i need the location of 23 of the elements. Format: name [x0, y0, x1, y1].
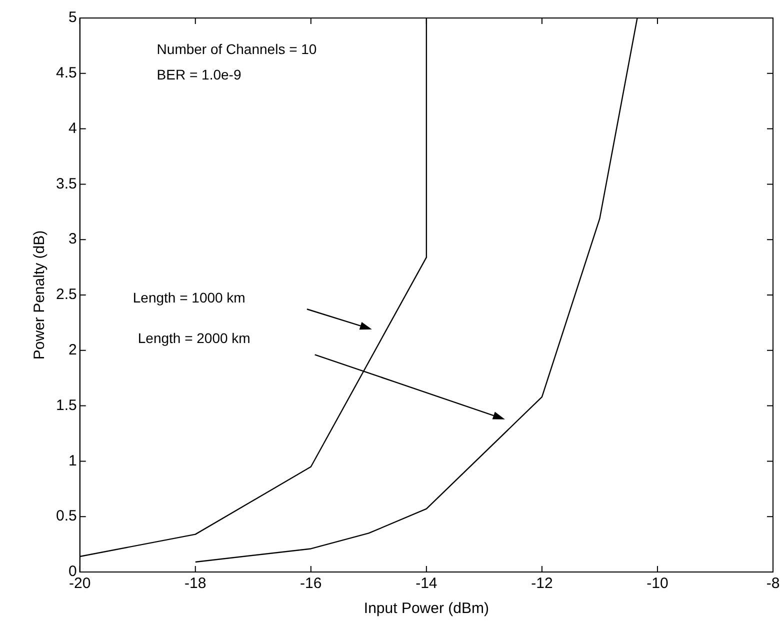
x-axis-title: Input Power (dBm) [364, 600, 489, 618]
y-tick-label: 1.5 [56, 396, 77, 414]
y-tick-label: 2.5 [56, 286, 77, 304]
x-tick-label: -10 [646, 575, 668, 592]
y-axis-title: Power Penalty (dB) [31, 230, 48, 360]
x-tick-label: -14 [416, 575, 438, 592]
y-tick-label: 3.5 [56, 175, 77, 192]
annotation: BER = 1.0e-9 [156, 66, 242, 82]
x-tick-label: -12 [531, 575, 553, 592]
annotation: Length = 2000 km [138, 330, 250, 346]
y-tick-label: 2 [68, 342, 77, 359]
y-tick-label: 5 [68, 9, 77, 26]
y-tick-label: 3 [68, 230, 77, 248]
annotation: Number of Channels = 10 [156, 40, 317, 57]
y-tick-label: 4 [68, 120, 77, 137]
y-tick-label: 0.5 [56, 508, 77, 525]
x-tick-label: -8 [766, 575, 780, 592]
y-tick-label: 1 [68, 452, 77, 470]
x-tick-label: -20 [69, 575, 91, 592]
annotation: Length = 1000 km [132, 290, 246, 306]
x-tick-label: -18 [184, 575, 206, 592]
y-tick-label: 4.5 [56, 64, 77, 82]
x-tick-label: -16 [300, 575, 322, 592]
